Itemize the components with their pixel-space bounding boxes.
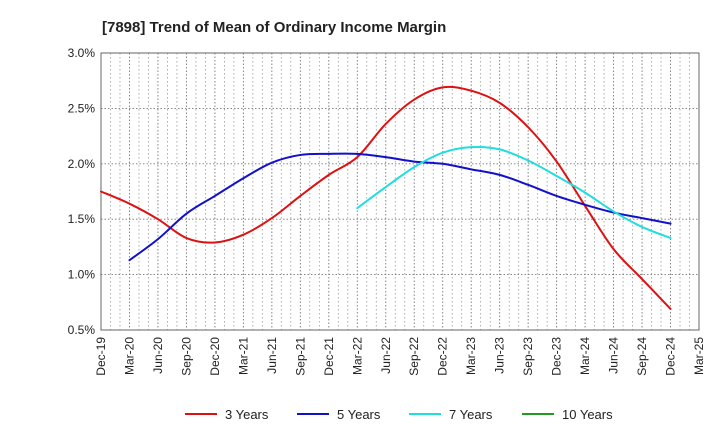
x-tick-label: Jun-23 bbox=[493, 337, 507, 374]
x-tick-label: Sep-22 bbox=[407, 337, 421, 376]
x-tick-label: Dec-23 bbox=[550, 337, 564, 376]
x-tick-label: Mar-24 bbox=[578, 337, 592, 375]
x-tick-label: Dec-20 bbox=[208, 337, 222, 376]
x-tick-label: Mar-20 bbox=[122, 337, 136, 375]
x-tick-label: Jun-20 bbox=[151, 337, 165, 374]
x-tick-label: Sep-21 bbox=[293, 337, 307, 376]
x-tick-label: Jun-24 bbox=[607, 337, 621, 374]
x-tick-label: Mar-22 bbox=[350, 337, 364, 375]
x-tick-label: Mar-23 bbox=[464, 337, 478, 375]
x-tick-label: Sep-24 bbox=[635, 337, 649, 376]
x-tick-label: Sep-20 bbox=[179, 337, 193, 376]
y-tick-label: 2.5% bbox=[68, 101, 96, 115]
plot-frame bbox=[100, 52, 700, 331]
x-tick-label: Dec-21 bbox=[322, 337, 336, 376]
x-tick-label: Jun-22 bbox=[379, 337, 393, 374]
series-layer bbox=[100, 85, 672, 310]
chart-title: [7898] Trend of Mean of Ordinary Income … bbox=[102, 19, 446, 36]
y-tick-label: 1.0% bbox=[68, 268, 96, 282]
x-tick-label: Dec-19 bbox=[94, 337, 108, 376]
x-tick-label: Mar-21 bbox=[236, 337, 250, 375]
x-tick-label: Mar-25 bbox=[692, 337, 706, 375]
series-line-5-years bbox=[128, 152, 672, 262]
x-tick-label: Sep-23 bbox=[521, 337, 535, 376]
legend-label-3-years: 3 Years bbox=[225, 407, 269, 422]
series-line-7-years bbox=[356, 145, 672, 240]
legend-label-5-years: 5 Years bbox=[337, 407, 381, 422]
y-tick-label: 2.0% bbox=[68, 157, 96, 171]
x-tick-label: Jun-21 bbox=[265, 337, 279, 374]
y-tick-label: 3.0% bbox=[68, 46, 96, 60]
x-tick-label: Dec-22 bbox=[436, 337, 450, 376]
x-tick-label: Dec-24 bbox=[664, 337, 678, 376]
y-tick-label: 1.5% bbox=[68, 212, 96, 226]
series-line-3-years bbox=[100, 85, 672, 310]
legend: 3 Years 5 Years 7 Years 10 Years bbox=[185, 407, 613, 422]
legend-label-7-years: 7 Years bbox=[449, 407, 493, 422]
y-tick-label: 0.5% bbox=[68, 323, 96, 337]
grid-layer bbox=[101, 52, 699, 330]
legend-label-10-years: 10 Years bbox=[562, 407, 613, 422]
